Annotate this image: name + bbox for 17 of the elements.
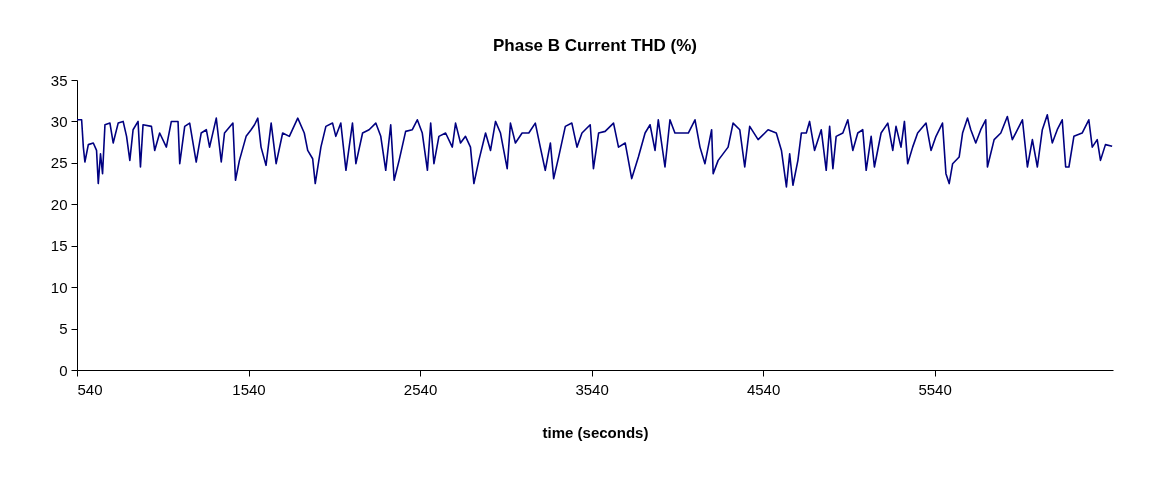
y-tick-label: 10 [50, 278, 68, 296]
y-tick-label: 5 [59, 320, 68, 338]
x-tick-label: 5540 [918, 380, 952, 398]
y-tick-label: 35 [50, 71, 68, 89]
y-tick-label: 20 [50, 195, 68, 213]
x-axis-title: time (seconds) [542, 423, 649, 441]
y-tick-label: 25 [50, 154, 68, 172]
x-tick-label: 4540 [746, 380, 781, 398]
y-tick-label: 15 [50, 237, 68, 255]
x-tick-label: 1540 [232, 380, 266, 398]
chart-title: Phase B Current THD (%) [492, 36, 698, 55]
x-tick-label: 540 [77, 380, 103, 398]
y-tick-label: 0 [59, 361, 68, 379]
y-tick-label: 30 [50, 112, 68, 130]
line-series [76, 114, 1113, 188]
x-tick-label: 3540 [575, 380, 609, 398]
x-tick-label: 2540 [403, 380, 438, 398]
